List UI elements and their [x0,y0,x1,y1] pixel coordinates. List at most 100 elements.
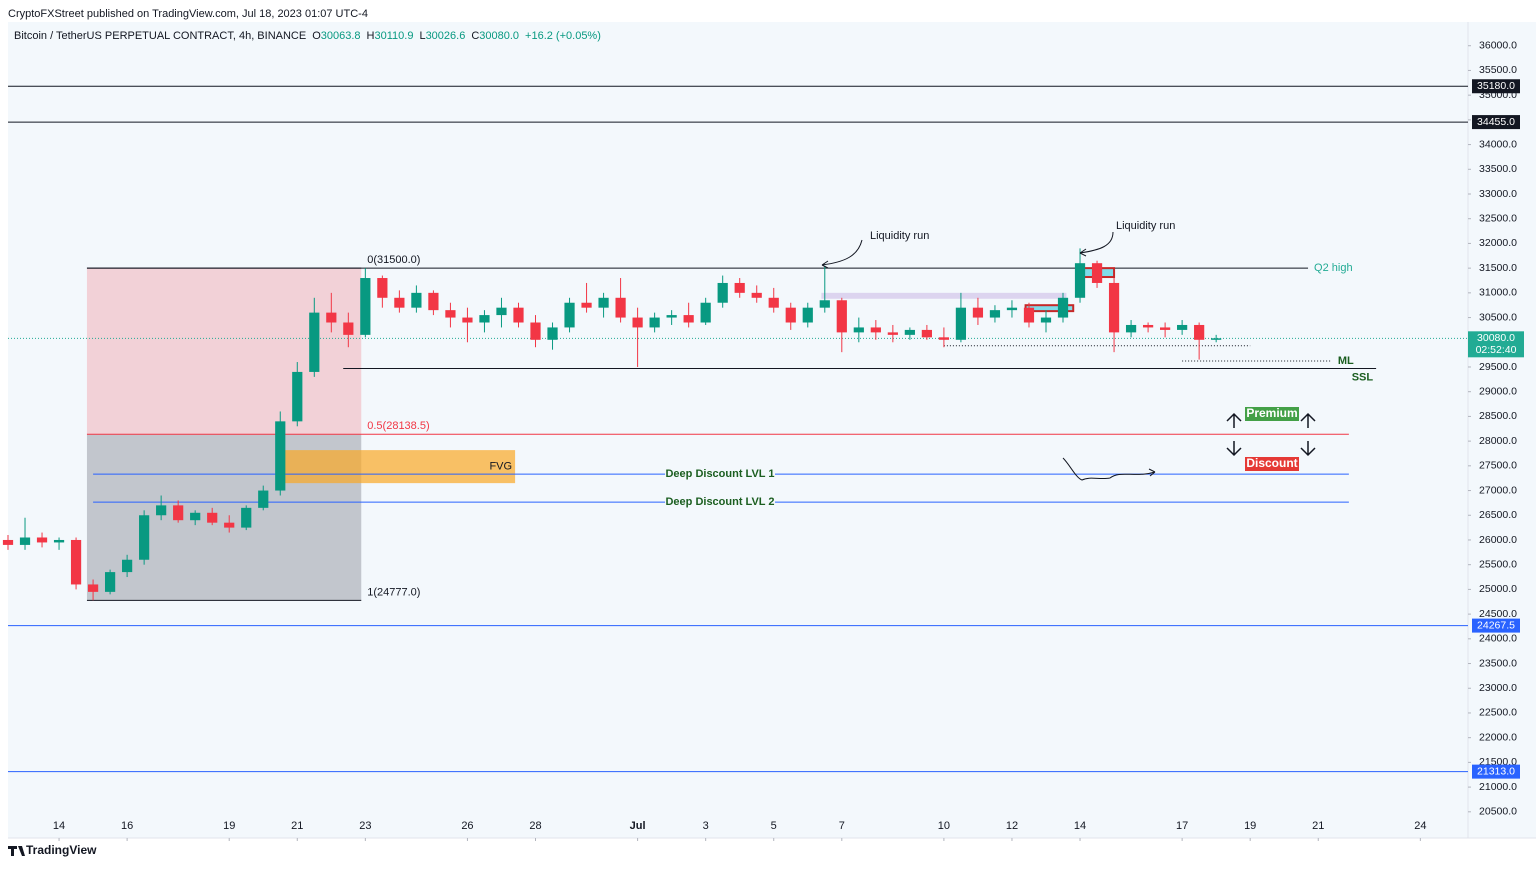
y-tick-label: 29000.0 [1479,385,1517,397]
candle-body [938,337,950,340]
candle-body [615,297,626,318]
candle-body [241,507,252,528]
price-tag-label: 21313.0 [1477,765,1515,777]
candle-body [462,317,473,323]
candle-body [479,315,490,323]
candle-body [411,292,422,308]
candle-body [1142,324,1154,328]
arrow [1079,231,1114,257]
annotation: Liquidity run [870,230,929,242]
annotation: Liquidity run [1116,220,1175,232]
zone-label: FVG [489,461,512,473]
x-tick-label: 21 [291,820,303,832]
candle-body [717,282,728,303]
candle-body [156,505,167,516]
x-tick-label: 24 [1414,820,1426,832]
y-tick-label: 29500.0 [1479,361,1517,373]
candle-body [1074,263,1086,298]
badge-label: Discount [1246,456,1297,470]
candle-body [666,315,677,318]
y-tick-label: 25500.0 [1479,558,1517,570]
candle-body [1125,324,1137,333]
price-tag [1472,115,1520,130]
x-tick-label: 7 [839,820,845,832]
zone [821,292,1067,299]
candle-body [1194,324,1205,340]
candle-body [258,490,269,508]
candle-body [955,307,967,340]
candle-body [751,292,762,298]
y-tick-label: 33000.0 [1479,188,1517,200]
x-tick-label: 19 [223,820,235,832]
candle-body [649,317,660,328]
candle-body [445,310,456,318]
candle-body [292,371,303,422]
logo [8,846,25,856]
candle-body [921,329,932,338]
x-tick-label: 16 [121,820,133,832]
legend-value: +16.2 (+0.05%) [525,30,601,42]
level-label: Q2 high [1314,262,1353,274]
background-layer [8,85,1468,773]
y-tick-label: 22000.0 [1479,731,1517,743]
y-tick-label: 27500.0 [1479,460,1517,472]
fib-premium [86,268,362,435]
fib-label: 1(24777.0) [367,586,420,598]
price-tag [1472,79,1520,94]
squiggle [1062,457,1156,481]
candle-body [700,302,711,323]
y-tick-label: 35500.0 [1479,64,1517,76]
badge-label: Premium [1246,406,1297,420]
fib-label: 0(31500.0) [367,254,420,266]
legend: Bitcoin / TetherUS PERPETUAL CONTRACT, 4… [14,30,601,42]
y-tick-label: 25000.0 [1479,583,1517,595]
fib-label: 0.5(28138.5) [367,420,429,432]
candle-body [428,292,439,311]
candle-body [224,522,235,528]
candle-body [683,315,694,323]
candle-body [394,297,405,308]
candle-body [87,584,99,592]
candle-body [122,559,133,573]
candle-body [496,307,507,316]
candle-body [275,421,286,491]
x-tick-label: 21 [1312,820,1324,832]
price-tag [1468,331,1524,358]
candle-body [632,317,643,328]
y-tick-label: 34000.0 [1479,138,1517,150]
arrows [1226,412,1316,457]
candle-body [513,307,524,323]
candle-body [343,322,354,335]
candle-body [190,512,201,521]
y-tick-label: 28500.0 [1479,410,1517,422]
legend-value: 30110.9 [374,30,413,42]
price-tag-label: 35180.0 [1477,80,1515,92]
candle-body [904,329,915,335]
candle-body [309,312,320,372]
arrow [821,239,863,269]
candle-body [207,512,218,523]
candle-body [785,307,796,323]
candle-body [989,310,1001,318]
candle-body [547,327,558,340]
candle-body [1108,282,1120,333]
candle-body [139,515,150,560]
level-label: SSL [1352,371,1374,383]
annotations [821,231,1316,481]
last-price-label: 30080.0 [1477,332,1515,344]
candle-body [1211,338,1222,340]
y-tick-label: 32500.0 [1479,212,1517,224]
y-tick-label: 26000.0 [1479,534,1517,546]
badge [1245,457,1299,471]
label-bg [665,495,775,510]
legend-title: Bitcoin / TetherUS PERPETUAL CONTRACT, 4… [14,30,306,42]
level-label: Deep Discount LVL 1 [665,468,774,480]
y-tick-label: 27000.0 [1479,484,1517,496]
candle-body [326,312,337,323]
x-tick-label: 28 [529,820,541,832]
plot-bg [8,22,1536,838]
x-tick-label: 12 [1006,820,1018,832]
candle-body [360,278,371,335]
price-tag-label: 24267.5 [1477,619,1515,631]
price-tag-label: 34455.0 [1477,116,1515,128]
